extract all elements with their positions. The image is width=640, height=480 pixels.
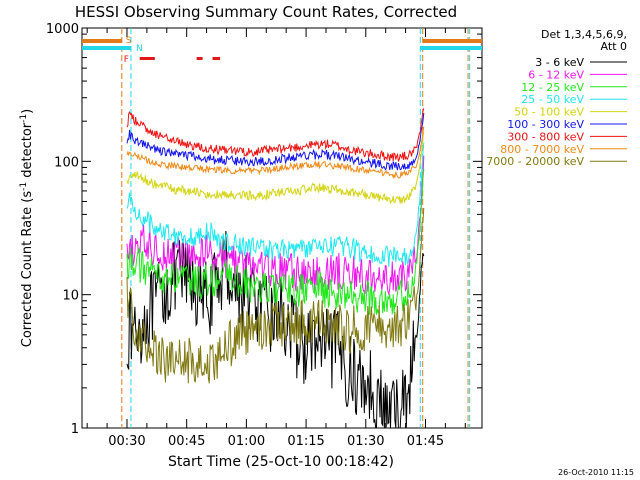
- x-tick-label: 01:15: [287, 434, 324, 449]
- flag-label-s: S: [126, 36, 132, 46]
- series-line: [126, 126, 425, 180]
- series-line: [126, 207, 425, 384]
- flare-flag-bar: [196, 57, 203, 60]
- timestamp: 26-Oct-2010 11:15: [558, 468, 634, 477]
- series-line: [126, 113, 425, 171]
- marker-lines: [121, 28, 471, 428]
- legend-label: 300 - 800 keV: [507, 130, 584, 143]
- y-axis-title: Corrected Count Rate (s-1 detector-1): [19, 109, 35, 347]
- night-flag-bar: [82, 46, 131, 50]
- y-tick-label: 1: [71, 422, 79, 437]
- legend-label: 3 - 6 keV: [535, 56, 584, 69]
- x-tick-label: 01:45: [407, 434, 444, 449]
- legend-label: 800 - 7000 keV: [500, 143, 584, 156]
- x-axis: 00:30 00:45 01:00 01:15 01:30 01:45: [86, 28, 466, 449]
- legend-label: 100 - 300 keV: [507, 118, 584, 131]
- legend-label: 50 - 100 keV: [514, 106, 584, 119]
- saa-flag-bar: [422, 39, 482, 43]
- legend-label: 7000 - 20000 keV: [486, 155, 584, 168]
- flag-bars: SNF: [82, 36, 482, 65]
- legend-label: 25 - 50 keV: [521, 93, 584, 106]
- x-axis-title: Start Time (25-Oct-10 00:18:42): [168, 454, 394, 470]
- plot-frame: [81, 27, 483, 429]
- plot-border: [81, 27, 483, 429]
- x-tick-label: 01:30: [347, 434, 384, 449]
- x-tick-label: 01:00: [228, 434, 265, 449]
- series-group: [126, 108, 425, 429]
- flare-flag-bar: [139, 57, 155, 60]
- series-line: [126, 108, 425, 163]
- legend-header-line2: Att 0: [601, 40, 627, 53]
- series-line: [126, 142, 425, 267]
- flare-flag-bar: [212, 57, 221, 60]
- y-tick-label: 100: [54, 155, 79, 170]
- night-flag-bar: [420, 46, 482, 50]
- series-line: [126, 169, 425, 315]
- legend-label: 6 - 12 keV: [528, 68, 584, 81]
- saa-flag-bar: [82, 39, 122, 43]
- x-tick-label: 00:45: [168, 434, 205, 449]
- y-tick-label: 10: [62, 289, 79, 304]
- x-tick-label: 00:30: [108, 434, 145, 449]
- legend-label: 12 - 25 keV: [521, 81, 584, 94]
- y-tick-label: 1000: [46, 22, 79, 37]
- chart-title: HESSI Observing Summary Count Rates, Cor…: [75, 3, 457, 21]
- legend-header-line1: Det 1,3,4,5,6,9,: [541, 28, 627, 41]
- flag-label-n: N: [136, 44, 143, 54]
- flag-label-f: F: [124, 55, 129, 65]
- series-line: [126, 131, 425, 204]
- series-line: [126, 155, 425, 297]
